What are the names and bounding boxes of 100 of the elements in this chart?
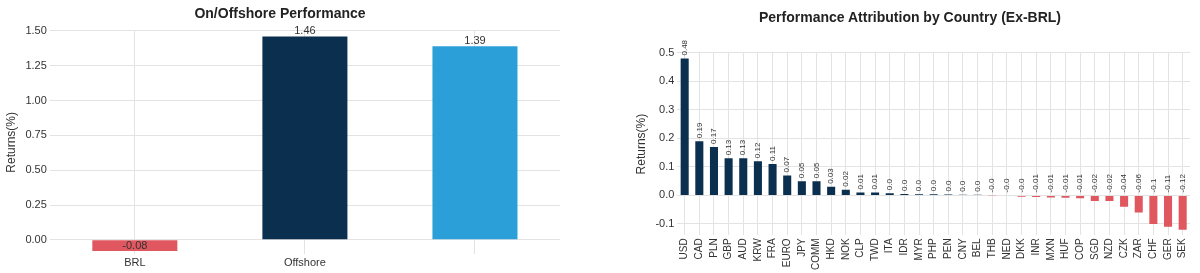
data-label: -0.01 [1031,173,1041,193]
y-tick-label: 0.00 [25,232,47,245]
bar [1149,195,1158,224]
x-tick-label: TWD [868,238,880,262]
x-tick-label: MXN [1044,238,1056,261]
data-label: 1.46 [294,23,316,36]
x-tick-label: GBP [722,238,734,260]
x-tick-label: PHP [927,238,939,259]
bar [1164,195,1173,227]
data-label: 0.17 [709,127,719,144]
bar [841,189,850,195]
data-label: 0.0 [958,180,968,192]
data-label: 0.05 [797,162,807,179]
data-label: 0.13 [738,139,748,156]
y-tick-label: 0.75 [25,128,47,141]
bar [262,36,348,240]
x-tick-label: BEL [971,237,983,258]
x-tick-label: COP [1073,238,1085,261]
chart-title: On/Offshore Performance [194,5,366,22]
data-label: -0.08 [122,238,148,251]
x-tick-label: SEK [1176,238,1188,259]
bar [1134,195,1143,213]
x-tick-label: CLP [854,238,866,258]
data-label: 0.12 [753,142,763,159]
y-tick-label: 0.4 [659,74,675,87]
x-tick-label: CHF [1147,238,1159,259]
bar [739,158,748,195]
y-axis-title: Returns(%) [633,113,648,175]
y-tick-label: 1.25 [25,58,47,71]
bar [753,161,762,195]
data-label: 0.03 [826,167,836,184]
data-label: -0.06 [1133,173,1143,193]
x-tick-label: FRA [766,238,778,259]
y-tick-label: 1.50 [25,23,47,36]
data-label: 0.0 [914,179,924,192]
x-tick-label: THB [986,238,998,259]
x-tick-label: CAD [693,238,705,260]
data-label: 0.13 [723,139,733,156]
x-tick-label: JPY [795,238,807,257]
y-tick-label: 0.1 [659,159,675,172]
bar [783,175,792,195]
data-label: 0.07 [782,156,792,173]
bar [709,146,718,195]
y-tick-label: 0.2 [659,131,675,144]
data-label: 0.11 [767,145,777,162]
bar [1178,195,1187,230]
y-axis-title: Returns(%) [3,111,18,173]
x-tick-label: NED [1000,238,1012,260]
data-label: 0.01 [855,173,865,190]
data-label: -0.1 [1148,178,1158,193]
bar [812,181,821,195]
data-label: 1.39 [464,33,486,46]
y-tick-label: 0.5 [659,45,675,58]
y-tick-label: 0.25 [25,198,47,211]
data-label: 0.0 [943,179,953,192]
data-label: 0.0 [928,179,938,192]
data-label: -0.12 [1177,173,1187,193]
x-tick-label: PLN [707,238,719,258]
data-label: 0.0 [899,179,909,191]
data-label: -0.01 [1046,173,1056,193]
x-tick-label: INR [1029,238,1041,256]
x-tick-label: KRW [751,237,763,262]
x-tick-label: PEN [942,238,954,259]
data-label: 0.05 [811,162,821,179]
x-tick-label: AUD [737,238,749,260]
data-label: 0.19 [694,122,704,139]
bar [1105,195,1114,202]
chart-title: Performance Attribution by Country (Ex-BRL) [758,9,1062,26]
data-label: -0.02 [1104,173,1114,193]
x-tick-label: Offshore [283,256,326,269]
data-label: 0.02 [841,170,850,187]
x-tick-label: MYR [912,238,924,261]
data-label: 0.01 [870,173,880,190]
x-tick-label: DKK [1015,238,1027,259]
y-tick-label: -0.1 [655,216,675,229]
data-label: -0.0 [1002,178,1012,193]
data-label: 0.48 [679,39,689,56]
bar [680,58,689,195]
x-tick-label: EURO [780,238,792,268]
x-tick-label: ITA [883,238,895,254]
x-tick-label: NZD [1103,238,1115,259]
data-label: 0.0 [884,178,894,191]
bar [724,158,733,195]
data-label: -0.02 [1090,173,1099,193]
bar [768,164,777,195]
data-label: -0.04 [1119,173,1129,193]
x-tick-label: CZK [1117,238,1129,259]
y-tick-label: 0.0 [659,188,675,201]
data-label: -0.01 [1060,173,1070,193]
bar [797,181,806,195]
data-label: -0.0 [987,178,997,193]
data-label: 0.0 [972,180,982,192]
data-label: -0.01 [1075,173,1085,193]
x-tick-label: BRL [124,256,146,269]
bar [92,240,178,252]
x-tick-label: COMM [810,238,822,271]
x-tick-label: IDR [898,238,910,256]
bar [1090,195,1099,202]
y-tick-label: 0.50 [25,163,47,176]
bar [827,186,836,195]
